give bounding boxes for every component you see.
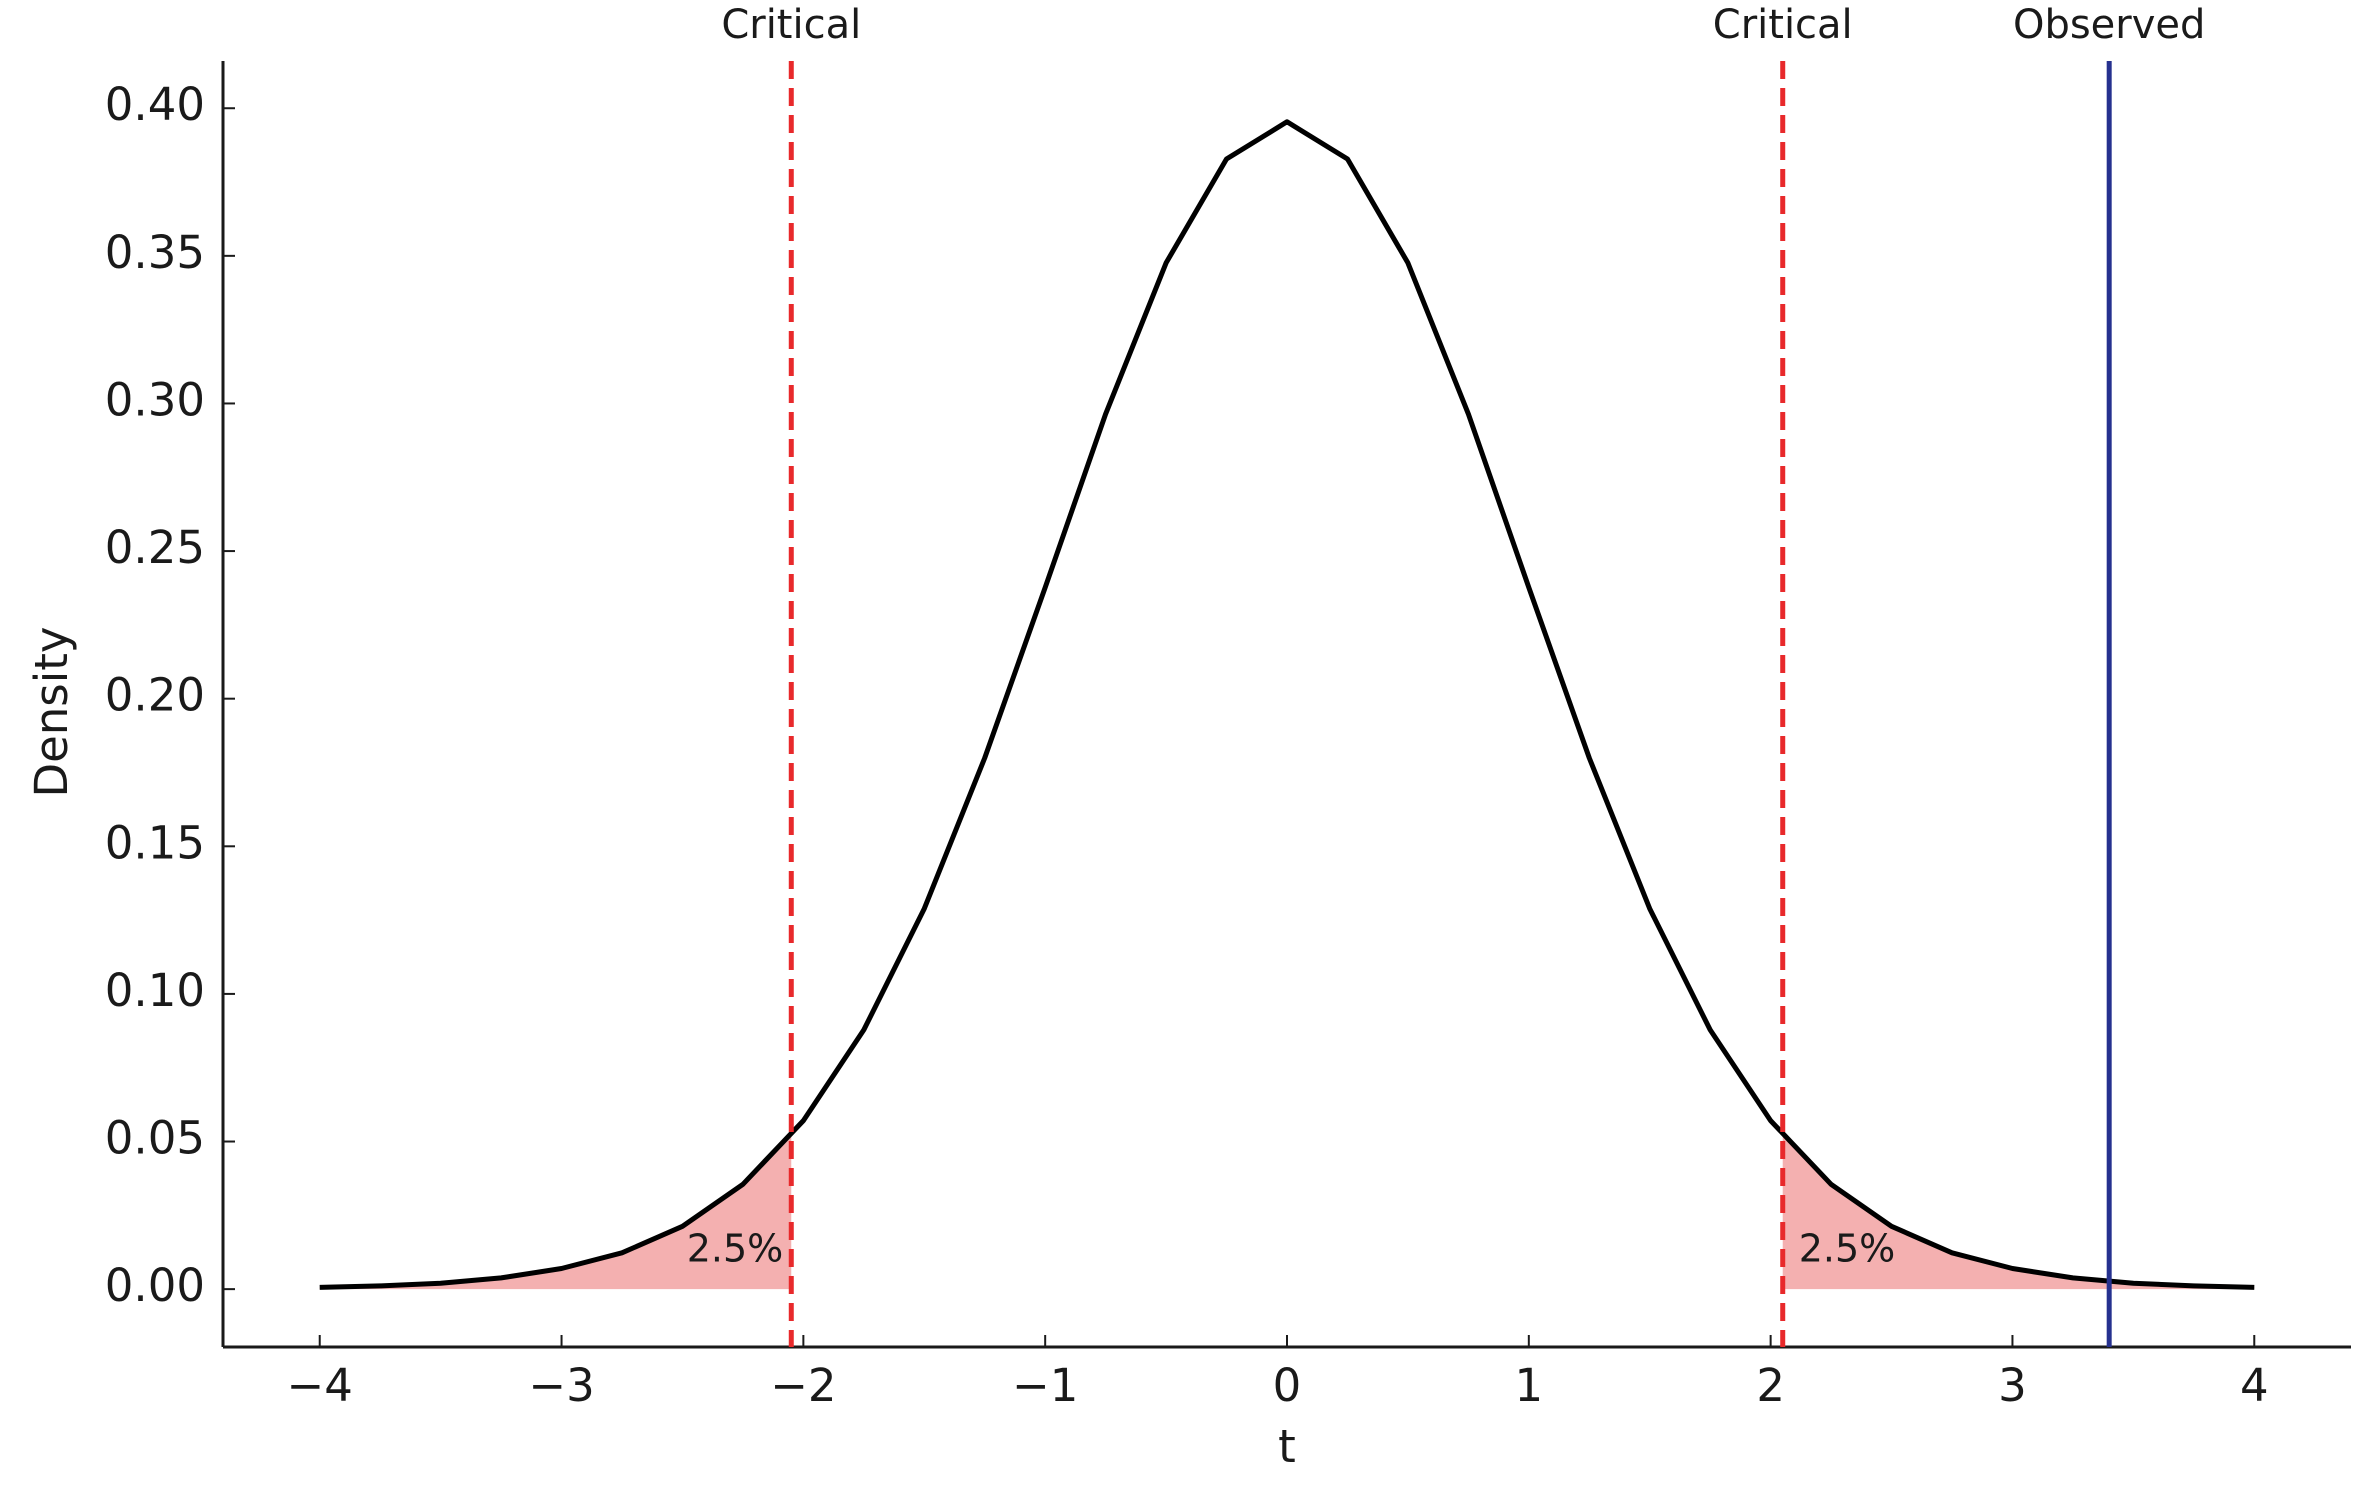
tail-area [1782, 1133, 2255, 1290]
reference-label: Critical [721, 2, 861, 48]
density-curve [319, 119, 2255, 1290]
y-tick-label: 0.20 [105, 669, 205, 722]
tail-area [319, 1133, 792, 1290]
x-tick-label: −2 [770, 1359, 836, 1412]
x-tick-label: 1 [1514, 1359, 1543, 1412]
x-tick-label: 0 [1273, 1359, 1302, 1412]
y-tick-label: 0.25 [105, 521, 205, 574]
y-tick-label: 0.30 [105, 373, 205, 426]
x-tick-label: −3 [528, 1359, 594, 1412]
x-tick-label: −4 [287, 1359, 353, 1412]
x-tick-label: −1 [1012, 1359, 1078, 1412]
y-tick-label: 0.05 [105, 1112, 205, 1165]
tail-label: 2.5% [687, 1226, 784, 1270]
x-tick-label: 4 [2240, 1359, 2269, 1412]
y-tick-label: 0.00 [105, 1259, 205, 1312]
x-axis-label: t [1278, 1420, 1296, 1473]
reference-label: Observed [2013, 2, 2205, 48]
y-axis-label: Density [25, 626, 78, 797]
tail-label: 2.5% [1799, 1226, 1896, 1270]
y-tick-label: 0.40 [105, 78, 205, 131]
reference-label: Critical [1713, 2, 1853, 48]
y-tick-label: 0.15 [105, 816, 205, 869]
y-tick-label: 0.35 [105, 226, 205, 279]
x-tick-label: 3 [1998, 1359, 2027, 1412]
y-tick-label: 0.10 [105, 964, 205, 1017]
x-tick-label: 2 [1756, 1359, 1785, 1412]
